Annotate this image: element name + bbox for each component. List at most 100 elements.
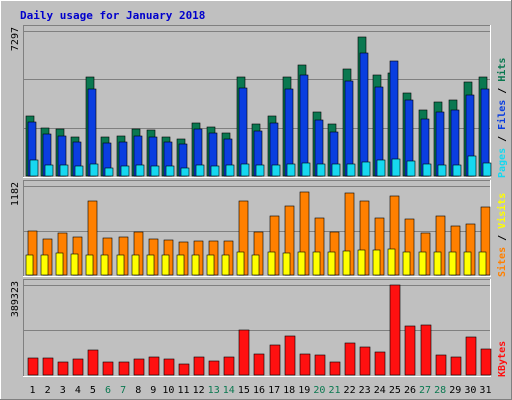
bar-pages-day-15 [240, 163, 250, 177]
x-tick-label-day-5: 5 [90, 385, 96, 396]
bar-kbytes-day-24 [374, 351, 386, 376]
bar-visits-day-3 [55, 252, 64, 276]
panel-hits-files-pages-ymax-label: 7297 [10, 27, 21, 51]
bar-visits-day-22 [342, 250, 351, 276]
x-tick-label-day-13: 13 [208, 385, 220, 396]
x-tick-label-day-4: 4 [75, 385, 81, 396]
x-tick-label-day-18: 18 [283, 385, 295, 396]
bar-visits-day-10 [161, 254, 170, 276]
x-tick-label-day-23: 23 [359, 385, 371, 396]
x-tick-label-day-10: 10 [162, 385, 174, 396]
panel-kbytes-ymax-label: 389323 [10, 281, 21, 317]
bar-visits-day-27 [418, 251, 427, 276]
x-tick-label-day-6: 6 [105, 385, 111, 396]
x-tick-label-day-9: 9 [150, 385, 156, 396]
bar-kbytes-day-5 [87, 349, 99, 376]
x-tick-label-day-21: 21 [328, 385, 340, 396]
bar-files-day-18 [284, 88, 294, 177]
bar-pages-day-23 [361, 161, 371, 177]
bar-visits-day-8 [131, 254, 140, 276]
bar-kbytes-day-23 [359, 346, 371, 376]
bar-visits-day-5 [85, 254, 94, 276]
bar-pages-day-8 [135, 164, 145, 177]
bar-kbytes-day-13 [208, 360, 220, 376]
bar-pages-day-29 [452, 164, 462, 177]
bar-visits-day-17 [267, 251, 276, 276]
bar-kbytes-day-15 [238, 329, 250, 376]
x-tick-label-day-29: 29 [449, 385, 461, 396]
bar-pages-day-21 [331, 163, 341, 177]
panel-hits-files-pages-legend: Pages / Files / Hits [496, 58, 508, 178]
bar-pages-day-17 [271, 164, 281, 177]
x-tick-label-day-31: 31 [479, 385, 491, 396]
panel-kbytes-legend: KBytes [497, 341, 508, 377]
x-tick-label-day-2: 2 [45, 385, 51, 396]
bar-kbytes-day-2 [42, 357, 54, 376]
panel-visits-sites-legend: Sites / Visits [496, 193, 508, 277]
bar-files-day-15 [238, 87, 248, 177]
bar-visits-day-24 [372, 249, 381, 276]
bar-visits-day-2 [40, 254, 49, 276]
bar-pages-day-28 [437, 164, 447, 177]
bar-kbytes-day-25 [389, 284, 401, 376]
legend-files-label: Files [496, 100, 508, 130]
bar-pages-day-30 [467, 155, 477, 177]
x-tick-label-day-1: 1 [30, 385, 36, 396]
bar-visits-day-11 [176, 254, 185, 276]
bar-pages-day-19 [301, 162, 311, 177]
bar-visits-day-13 [206, 254, 215, 276]
x-tick-label-day-15: 15 [238, 385, 250, 396]
bar-pages-day-13 [210, 165, 220, 177]
x-tick-label-day-24: 24 [374, 385, 386, 396]
bar-pages-day-14 [225, 164, 235, 177]
bar-files-day-5 [87, 88, 97, 177]
bar-files-day-19 [299, 74, 309, 177]
x-tick-label-day-16: 16 [253, 385, 265, 396]
bar-kbytes-day-30 [465, 336, 477, 376]
bar-kbytes-day-7 [118, 361, 130, 376]
bar-pages-day-26 [406, 160, 416, 177]
bar-visits-day-28 [433, 251, 442, 276]
bar-kbytes-day-6 [102, 361, 114, 376]
x-tick-label-day-11: 11 [177, 385, 189, 396]
bar-visits-day-19 [297, 251, 306, 276]
x-tick-label-day-14: 14 [223, 385, 235, 396]
bar-kbytes-day-31 [480, 348, 492, 376]
x-tick-label-day-17: 17 [268, 385, 280, 396]
bar-kbytes-day-19 [299, 353, 311, 376]
x-tick-label-day-19: 19 [298, 385, 310, 396]
bar-pages-day-3 [59, 164, 69, 177]
bar-pages-day-10 [165, 165, 175, 177]
bar-visits-day-29 [448, 251, 457, 276]
bar-pages-day-25 [391, 158, 401, 177]
x-tick-label-day-30: 30 [464, 385, 476, 396]
bar-pages-day-9 [150, 165, 160, 177]
bar-visits-day-12 [191, 254, 200, 276]
x-tick-label-day-7: 7 [120, 385, 126, 396]
bar-kbytes-day-14 [223, 356, 235, 376]
bar-kbytes-day-28 [435, 354, 447, 376]
bar-pages-day-1 [29, 159, 39, 177]
bar-kbytes-day-29 [450, 356, 462, 376]
bar-files-day-23 [359, 52, 369, 177]
bar-visits-day-14 [221, 254, 230, 276]
bar-visits-day-18 [282, 252, 291, 276]
bar-kbytes-day-22 [344, 342, 356, 376]
legend-separator: / [497, 130, 508, 148]
x-tick-label-day-26: 26 [404, 385, 416, 396]
bar-kbytes-day-8 [133, 358, 145, 376]
bar-pages-day-4 [74, 165, 84, 177]
bar-pages-day-22 [346, 163, 356, 177]
bar-pages-day-11 [180, 167, 190, 177]
bar-pages-day-6 [104, 167, 114, 177]
chart-title: Daily usage for January 2018 [20, 9, 205, 22]
bar-visits-day-4 [70, 253, 79, 276]
bar-pages-day-20 [316, 163, 326, 177]
legend-sites-label: Sites [496, 247, 508, 277]
bar-kbytes-day-21 [329, 361, 341, 376]
bar-kbytes-day-26 [404, 325, 416, 376]
bar-visits-day-31 [478, 251, 487, 276]
bar-visits-day-15 [236, 251, 245, 276]
